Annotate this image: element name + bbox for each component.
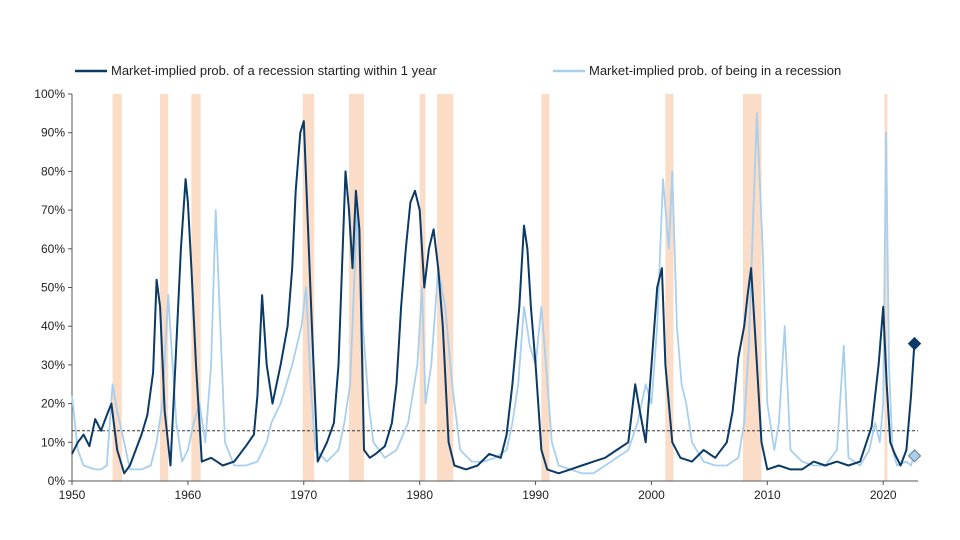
series-lines <box>71 112 916 475</box>
end-marker-dark <box>907 336 922 351</box>
recession-band <box>112 94 122 481</box>
recession-band <box>302 94 315 481</box>
recession-bands <box>112 94 888 481</box>
x-tick-label: 1970 <box>290 488 317 502</box>
y-tick-label: 100% <box>34 87 65 101</box>
y-tick-label: 20% <box>41 397 65 411</box>
x-tick-labels: 1950 1960 1970 1980 1990 2000 2010 2020 <box>59 488 897 502</box>
y-tick-label: 40% <box>41 319 65 333</box>
x-tick-label: 1980 <box>406 488 433 502</box>
recession-band <box>665 94 674 481</box>
x-tick-label: 2000 <box>638 488 665 502</box>
y-tick-labels: 0% 10% 20% 30% 40% 50% 60% 70% 80% 90% 100% <box>34 87 65 488</box>
x-tick-label: 1960 <box>175 488 202 502</box>
legend-label-light: Market-implied prob. of being in a reces… <box>589 63 841 78</box>
axes <box>68 93 918 485</box>
x-tick-label: 2010 <box>754 488 781 502</box>
end-marker-light <box>907 449 922 463</box>
recession-band <box>348 94 365 481</box>
end-markers <box>907 336 922 463</box>
recession-band <box>884 94 888 481</box>
x-tick-label: 2020 <box>870 488 897 502</box>
y-tick-label: 90% <box>41 126 65 140</box>
legend-label-dark: Market-implied prob. of a recession star… <box>111 63 438 78</box>
recession-band <box>437 94 454 481</box>
recession-band <box>191 94 201 481</box>
x-tick-label: 1950 <box>59 488 86 502</box>
y-tick-label: 80% <box>41 164 65 178</box>
y-tick-label: 70% <box>41 203 65 217</box>
x-tick-label: 1990 <box>522 488 549 502</box>
series-line-dark <box>71 120 916 475</box>
recession-band <box>541 94 550 481</box>
recession-band <box>160 94 169 481</box>
y-tick-label: 30% <box>41 358 65 372</box>
y-tick-label: 10% <box>41 435 65 449</box>
series-line-light <box>71 112 916 475</box>
legend: Market-implied prob. of a recession star… <box>75 63 841 78</box>
y-tick-label: 0% <box>48 474 66 488</box>
y-tick-label: 60% <box>41 242 65 256</box>
y-tick-label: 50% <box>41 281 65 295</box>
